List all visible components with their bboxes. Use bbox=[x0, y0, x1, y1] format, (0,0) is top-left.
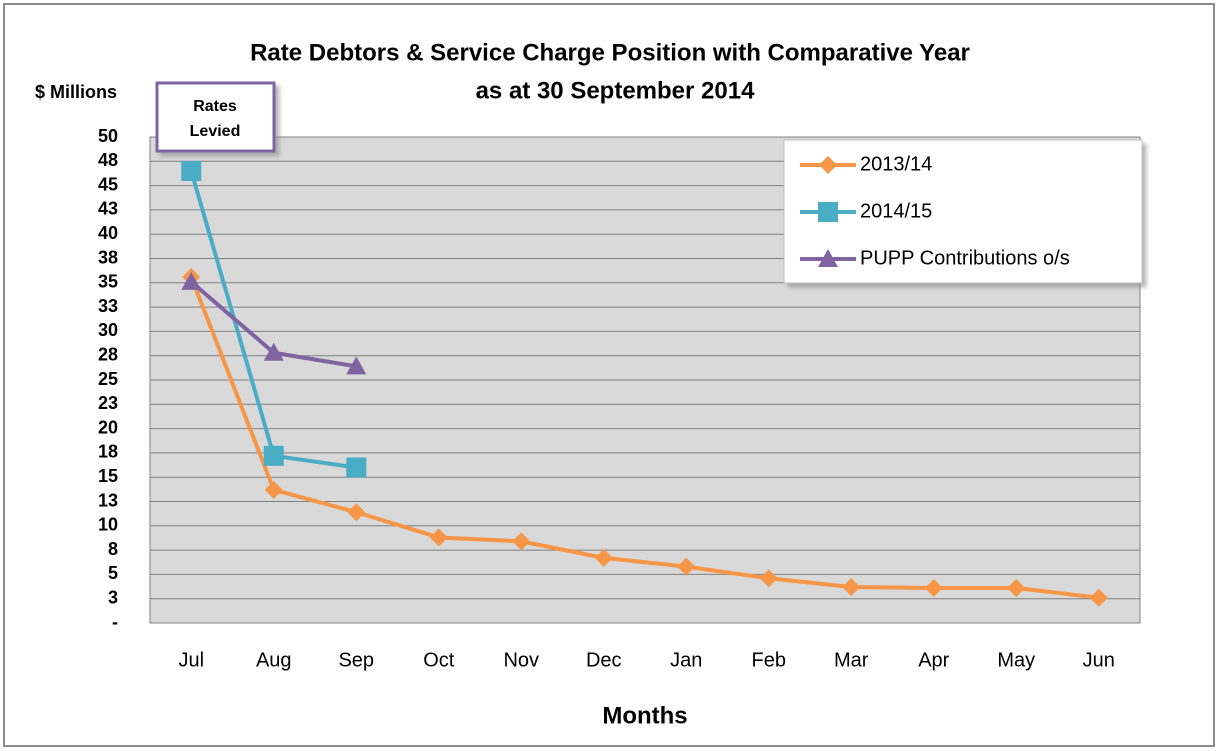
triangle-marker bbox=[346, 356, 367, 375]
diamond-marker bbox=[512, 532, 531, 551]
y-tick-label: 8 bbox=[108, 539, 118, 559]
y-tick-label: 3 bbox=[108, 587, 118, 607]
y-tick-label: 40 bbox=[98, 223, 118, 243]
y-tick-label: 38 bbox=[98, 247, 118, 267]
y-tick-label: 23 bbox=[98, 393, 118, 413]
series-line bbox=[189, 276, 1099, 600]
y-tick-label: 10 bbox=[98, 515, 118, 535]
series-lines bbox=[181, 161, 1108, 607]
y-tick-label: 13 bbox=[98, 490, 118, 510]
x-axis-label: Months bbox=[602, 702, 687, 729]
diamond-marker bbox=[759, 569, 778, 588]
triangle-marker bbox=[181, 271, 202, 290]
annotation-text: Levied bbox=[190, 123, 241, 140]
y-tick-label: 28 bbox=[98, 344, 118, 364]
diamond-marker bbox=[347, 503, 366, 522]
y-tick-label: 35 bbox=[98, 272, 118, 292]
square-marker bbox=[346, 457, 367, 478]
square-marker bbox=[181, 161, 202, 182]
y-tick-label: 30 bbox=[98, 320, 118, 340]
x-tick-label: Apr bbox=[918, 649, 949, 671]
y-tick-label: 18 bbox=[98, 442, 118, 462]
y-tick-label: 33 bbox=[98, 296, 118, 316]
y-axis-label: $ Millions bbox=[35, 82, 117, 102]
diamond-marker bbox=[819, 156, 837, 174]
diamond-marker bbox=[264, 480, 283, 499]
y-tick-label: 25 bbox=[98, 369, 118, 389]
chart-title: Rate Debtors & Service Charge Position w… bbox=[250, 39, 970, 66]
diamond-marker bbox=[1007, 579, 1026, 598]
chart-subtitle: as at 30 September 2014 bbox=[476, 77, 755, 104]
y-tick-label: - bbox=[112, 612, 118, 632]
y-tick-label: 5 bbox=[108, 563, 118, 583]
legend-label: 2013/14 bbox=[860, 153, 932, 175]
x-tick-label: Oct bbox=[423, 649, 455, 671]
x-tick-label: Dec bbox=[586, 649, 622, 671]
square-marker bbox=[263, 445, 284, 466]
diamond-marker bbox=[594, 548, 613, 567]
diamond-marker bbox=[1089, 588, 1108, 607]
legend: 2013/14 2014/15 PUPP Contributions o/s bbox=[800, 153, 1070, 269]
square-marker bbox=[818, 202, 838, 222]
y-tick-label: 43 bbox=[98, 199, 118, 219]
x-tick-label: Aug bbox=[256, 649, 292, 671]
x-tick-label: Jul bbox=[178, 649, 204, 671]
legend-label: PUPP Contributions o/s bbox=[860, 247, 1070, 269]
y-tick-label: 20 bbox=[98, 417, 118, 437]
x-tick-label: May bbox=[997, 649, 1035, 671]
diamond-marker bbox=[842, 578, 861, 597]
annotation-text: Rates bbox=[193, 98, 237, 115]
x-tick-label: Jun bbox=[1083, 649, 1115, 671]
annotation-box bbox=[155, 81, 276, 153]
diamond-marker bbox=[429, 528, 448, 547]
legend-label: 2014/15 bbox=[860, 200, 932, 222]
x-tick-label: Mar bbox=[834, 649, 869, 671]
x-tick-label: Feb bbox=[752, 649, 786, 671]
diamond-marker bbox=[924, 579, 943, 598]
x-tick-label: Jan bbox=[670, 649, 702, 671]
y-tick-label: 50 bbox=[98, 126, 118, 146]
triangle-marker bbox=[818, 249, 838, 267]
diamond-marker bbox=[677, 557, 696, 576]
x-tick-label: Sep bbox=[338, 649, 374, 671]
x-tick-label: Nov bbox=[503, 649, 539, 671]
y-tick-label: 15 bbox=[98, 466, 118, 486]
triangle-marker bbox=[263, 342, 284, 361]
y-tick-label: 45 bbox=[98, 174, 118, 194]
y-tick-label: 48 bbox=[98, 150, 118, 170]
